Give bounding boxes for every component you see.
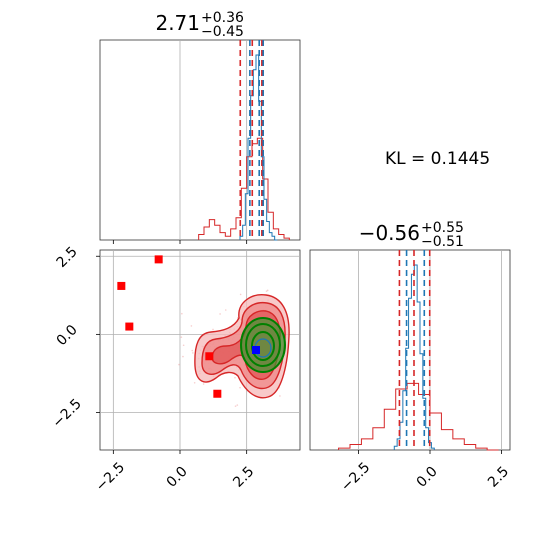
scatter-xtick-label-2: 2.5 (230, 464, 257, 491)
background-sample-150 (266, 289, 269, 292)
background-sample-86 (192, 352, 194, 354)
hist2-xtick-label-0: −2.5 (338, 459, 373, 494)
hist2-xtick-label-2: 2.5 (485, 464, 512, 491)
scatter-ytick-label-1: 0.0 (54, 322, 81, 349)
scatter-ytick-label-2: 2.5 (54, 244, 81, 271)
background-sample-186 (190, 325, 193, 327)
hist1-grid (179, 40, 248, 240)
hist1-ticks (112, 240, 248, 244)
scatter-ytick-label-0: −2.5 (49, 396, 84, 431)
hist2-title-minus: −0.51 (421, 234, 464, 250)
background-sample-180 (265, 290, 268, 292)
background-sample-55 (191, 349, 194, 352)
hist2-title-value: −0.56 (359, 221, 420, 245)
background-sample-127 (212, 328, 214, 331)
background-sample-205 (219, 313, 221, 315)
hist1-title: 2.71 (155, 11, 200, 35)
background-sample-23 (181, 312, 183, 315)
blue-marker (252, 346, 260, 354)
red-marker-0 (117, 281, 126, 290)
background-sample-215 (180, 336, 183, 338)
background-sample-252 (182, 355, 184, 358)
hist2-ticks: −2.5 0.0 2.5 (338, 450, 512, 495)
hist1-title-plus: +0.36 (201, 10, 244, 26)
hist2-quantile-lines (398, 250, 431, 450)
green-contours (240, 317, 286, 373)
background-sample-175 (279, 395, 281, 397)
background-sample-155 (178, 363, 180, 366)
red-marker-3 (205, 352, 214, 361)
background-sample-34 (193, 382, 196, 384)
scatter-xtick-label-0: −2.5 (93, 459, 128, 494)
background-sample-164 (182, 344, 185, 347)
scatter-markers (117, 255, 260, 398)
background-sample-140 (239, 293, 242, 296)
hist2-frame (309, 249, 511, 451)
scatter-xtick-label-1: 0.0 (164, 464, 191, 491)
hist1-frame (99, 39, 301, 241)
green-contour-mid (245, 323, 281, 367)
background-sample-258 (236, 404, 239, 406)
background-sample-195 (202, 383, 205, 385)
background-sample-136 (234, 405, 237, 407)
background-sample-219 (224, 309, 227, 311)
scatter-panel: −2.5 0.0 2.5 −2.5 0.0 2.5 (49, 244, 301, 495)
red-marker-2 (154, 255, 163, 264)
red-marker-1 (125, 322, 134, 331)
hist1-red-step (198, 137, 290, 240)
hist1-title-value: 2.71 (155, 11, 200, 35)
hist2-red-histogram (338, 382, 499, 451)
hist1-red-histogram (198, 137, 290, 240)
hist2-red-step (338, 382, 499, 451)
hist2-title-plus: +0.55 (421, 220, 464, 236)
green-contour-outer (240, 317, 286, 373)
scatter-frame (99, 249, 301, 451)
hist1-title-minus: −0.45 (201, 24, 244, 40)
hist1-quantile-lines (239, 40, 265, 240)
background-sample-171 (239, 386, 241, 389)
red-marker-4 (213, 389, 222, 398)
hist-panel-2: −2.5 0.0 2.5 −0.56 +0.55 −0.51 (309, 220, 512, 495)
hist-panel-1: 2.71 +0.36 −0.45 (99, 10, 301, 244)
background-sample-187 (234, 376, 236, 379)
hist2-xtick-label-1: 0.0 (414, 464, 441, 491)
kl-label: KL = 0.1445 (385, 149, 490, 169)
